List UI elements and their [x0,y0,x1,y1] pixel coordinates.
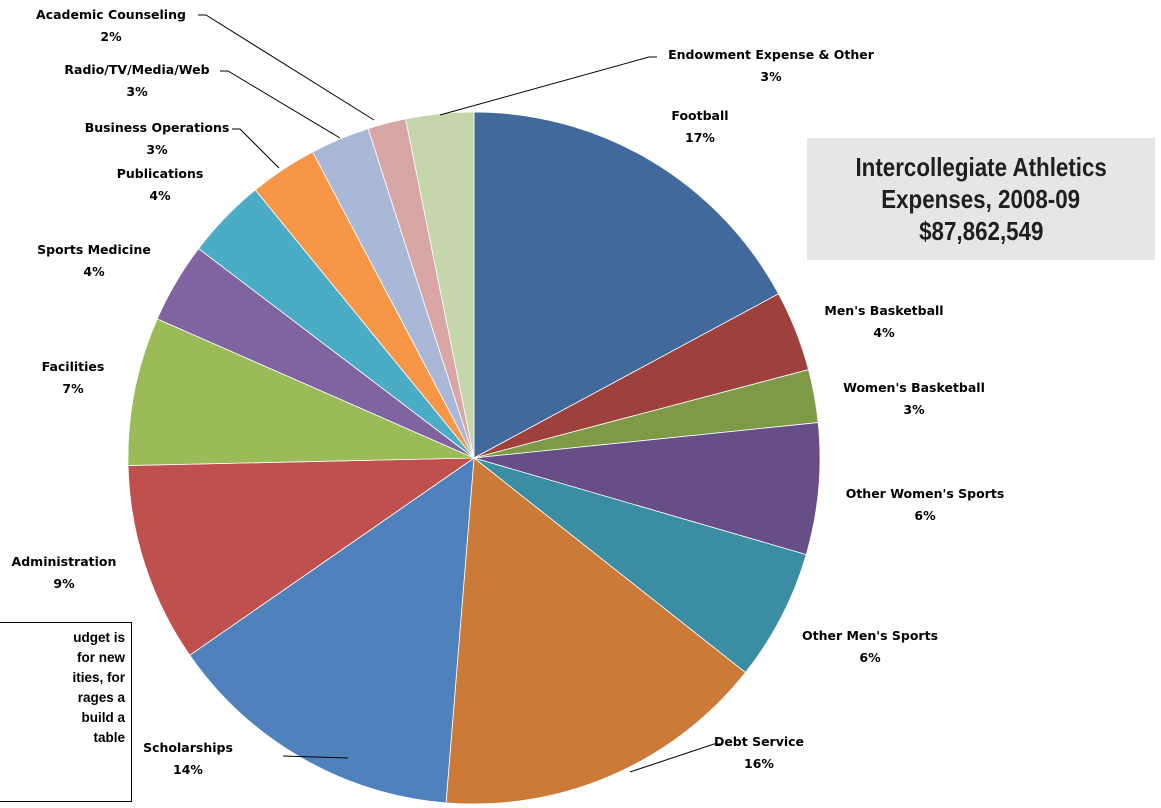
slice-label-name: Publications [117,166,204,181]
leader-line [282,755,349,759]
note-line: rages a [77,690,125,705]
slice-label-percent: 16% [744,756,774,771]
slice-label-percent: 3% [760,69,782,84]
slice-label-name: Academic Counseling [36,7,186,22]
slice-label-percent: 3% [903,402,925,417]
slice-label-percent: 4% [873,325,895,340]
leader-line [198,14,375,121]
leader-lines [198,14,722,773]
slice-label-percent: 3% [146,142,168,157]
note-line: udget is [73,630,125,645]
pie-slice-other-women-s-sports [473,422,821,556]
slice-label-name: Football [671,108,728,123]
slice-label-name: Women's Basketball [843,380,985,395]
slice-label-percent: 3% [126,84,148,99]
pie-slice-administration [127,457,476,656]
slice-label-name: Other Men's Sports [802,628,938,643]
slice-label-percent: 4% [83,264,105,279]
note-line: for new [76,650,125,665]
chart-title-box: Intercollegiate Athletics Expenses, 2008… [807,138,1155,260]
pie-slices [127,111,821,805]
slice-labels: Football 17% Men's Basketball 4% Women's Bas… [12,7,1005,777]
slice-label-percent: 6% [859,650,881,665]
leader-line [439,56,657,116]
slice-label-percent: 4% [149,188,171,203]
slice-label-percent: 7% [62,381,84,396]
slice-label-percent: 9% [53,576,75,591]
pie-slice-other-men-s-sports [473,457,807,674]
chart-title-total: $87,862,549 [918,216,1044,246]
budget-note-box: udget is for new ities, for rages a buil… [0,622,132,802]
slice-label-percent: 2% [100,29,122,44]
pie-slice-facilities [127,318,475,466]
note-line: table [93,730,125,745]
note-line: build a [81,710,126,725]
note-line: ities, for [72,670,125,685]
slice-label-name: Radio/TV/Media/Web [64,62,209,77]
slice-label-name: Business Operations [85,120,230,135]
pie-slice-endowment-expense-other [405,111,475,459]
leader-line [232,128,280,169]
chart-title-line-2: Expenses, 2008-09 [881,184,1081,214]
slice-label-name: Sports Medicine [37,242,151,257]
slice-label-name: Men's Basketball [824,303,943,318]
leader-line [629,743,722,773]
slice-label-percent: 14% [173,762,203,777]
slice-label-name: Endowment Expense & Other [668,47,875,62]
slice-label-name: Debt Service [714,734,804,749]
pie-slice-scholarships [189,457,475,804]
slice-label-name: Other Women's Sports [846,486,1005,501]
pie-slice-debt-service [445,457,747,805]
leader-line [220,70,341,139]
pie-slice-football [473,111,780,459]
slice-label-percent: 6% [914,508,936,523]
slice-label-name: Administration [12,554,117,569]
slice-label-name: Scholarships [143,740,233,755]
slice-label-name: Facilities [42,359,105,374]
chart-title-line-1: Intercollegiate Athletics [855,152,1107,182]
slice-label-percent: 17% [685,130,715,145]
